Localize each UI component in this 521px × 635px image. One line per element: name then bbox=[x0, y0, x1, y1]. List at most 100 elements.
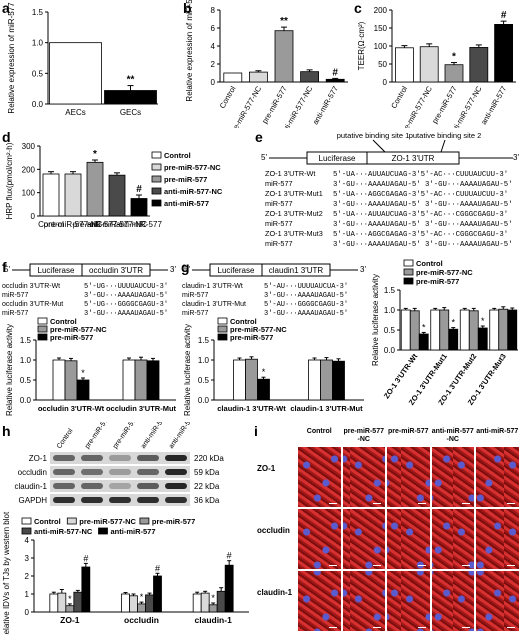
x-tick-label: anti-miR-577 bbox=[311, 85, 340, 127]
bar bbox=[444, 64, 464, 83]
utr-box bbox=[261, 263, 331, 277]
y-tick-label: 0.5 bbox=[20, 376, 32, 385]
microscopy-col-label: pre-miR-577 -NC bbox=[343, 428, 384, 443]
microscopy-row-label: claudin-1 bbox=[257, 588, 293, 597]
significance-mark: * bbox=[81, 368, 85, 378]
legend-label: pre-miR-577-NC bbox=[79, 517, 136, 526]
y-tick-label: 0.5 bbox=[384, 326, 396, 335]
significance-mark: # bbox=[332, 67, 338, 78]
y-tick-label: 1.5 bbox=[32, 8, 44, 17]
legend-swatch bbox=[403, 277, 414, 285]
x-tick-label: GECs bbox=[120, 108, 141, 117]
bar bbox=[42, 173, 60, 217]
panel-letter-a: a bbox=[2, 0, 10, 16]
y-tick-label: 50 bbox=[378, 60, 387, 69]
blot-kda-label: 59 kDa bbox=[194, 468, 220, 477]
bar bbox=[129, 595, 138, 613]
seq-row-sequence: 3'-GU···AAAAUAGAU-5' bbox=[264, 292, 348, 300]
legend-label: anti-miR-577-NC bbox=[164, 187, 223, 196]
prime-5: 5' bbox=[184, 265, 190, 274]
legend-label: pre-miR-577 bbox=[230, 333, 273, 342]
seq-row-name: miR-577 bbox=[265, 179, 293, 188]
seq-row-name: miR-577 bbox=[182, 310, 209, 317]
bar bbox=[146, 360, 160, 401]
significance-mark: * bbox=[211, 593, 215, 603]
site2-pointer bbox=[440, 139, 446, 153]
x-tick-label: Control bbox=[38, 220, 64, 229]
prime-5: 5' bbox=[4, 265, 10, 274]
blot-band bbox=[81, 497, 103, 503]
blot-band bbox=[81, 483, 103, 489]
y-tick-label: 6 bbox=[211, 24, 216, 33]
utr-label: ZO-1 3'UTR bbox=[392, 154, 435, 163]
blot-row-label: claudin-1 bbox=[15, 482, 48, 491]
microscopy-image bbox=[386, 508, 431, 570]
scale-bar bbox=[462, 627, 470, 628]
legend-label: pre-miR-577 bbox=[164, 175, 207, 184]
legend-label: anti-miR-577 bbox=[111, 527, 156, 536]
y-axis-label: Relative IDVs of TJs by western blot bbox=[2, 511, 11, 635]
bar bbox=[257, 378, 270, 401]
blot-band bbox=[53, 455, 75, 461]
seq-row-sequence: 5'-AU···GGGGCGAGU-3' bbox=[264, 301, 348, 309]
chart-a: 0.0 0.5 1.0 1.5 Relative expression of miR-5… bbox=[7, 2, 158, 117]
blot-band bbox=[165, 497, 187, 503]
scale-bar bbox=[328, 627, 337, 628]
bar bbox=[507, 309, 518, 351]
legend-swatch bbox=[151, 175, 162, 183]
blot-kda-label: 36 kDa bbox=[194, 496, 220, 505]
blot-band bbox=[109, 455, 131, 461]
legend-swatch bbox=[151, 163, 162, 171]
microscopy-image bbox=[341, 446, 386, 508]
significance-mark: ** bbox=[280, 16, 288, 27]
bar bbox=[468, 310, 479, 351]
legend-swatch bbox=[151, 199, 162, 207]
bar bbox=[130, 198, 148, 217]
bar bbox=[459, 309, 470, 351]
scale-bar bbox=[417, 503, 426, 504]
seq-row-name: occludin 3'UTR-Wt bbox=[2, 283, 60, 290]
y-axis-label: Relative expression of miR-577 bbox=[7, 2, 16, 114]
significance-mark: ** bbox=[127, 75, 135, 86]
significance-mark: * bbox=[68, 594, 72, 604]
blot-band bbox=[53, 497, 75, 503]
y-tick-label: 3 bbox=[25, 554, 30, 563]
legend-swatch bbox=[21, 517, 32, 525]
seq-row-name: ZO-1 3'UTR-Wt bbox=[265, 169, 315, 178]
site1-pointer bbox=[372, 139, 386, 153]
microscopy-image bbox=[297, 508, 342, 570]
microscopy-image bbox=[475, 570, 520, 632]
y-tick-label: 200 bbox=[374, 6, 388, 15]
scale-bar bbox=[373, 627, 381, 628]
panel-e-schematic: 5' 3' Luciferase ZO-1 3'UTR putative binding… bbox=[261, 131, 519, 249]
microscopy-row-label: occludin bbox=[257, 526, 290, 535]
x-tick-label: claudin-1 3'UTR-Wt bbox=[217, 404, 286, 413]
prime-3: 3' bbox=[360, 265, 366, 274]
legend-label: pre-miR-577-NC bbox=[164, 163, 221, 172]
x-tick-label: claudin-1 3'UTR-Mut bbox=[290, 404, 363, 413]
scale-bar bbox=[462, 565, 470, 566]
y-tick-label: 0.5 bbox=[32, 69, 44, 78]
bar bbox=[332, 360, 345, 401]
bar bbox=[64, 360, 78, 401]
luciferase-label: Luciferase bbox=[218, 266, 255, 275]
x-tick-label: Control bbox=[389, 84, 409, 110]
legend-label: Control bbox=[34, 517, 61, 526]
luciferase-label: Luciferase bbox=[319, 154, 356, 163]
panel-i-microscopy: Control pre-miR-577 -NC pre-miR-577 anti-mi… bbox=[255, 422, 521, 635]
y-tick-label: 0 bbox=[211, 78, 216, 87]
bar bbox=[308, 359, 321, 401]
bar bbox=[76, 379, 90, 401]
microscopy-image bbox=[297, 570, 342, 632]
y-axis-label: Relative luciferase activity bbox=[371, 274, 380, 366]
x-tick-label: pre-miR-577-NC bbox=[44, 220, 103, 229]
bar bbox=[320, 359, 333, 401]
site1-label: putative binding site 1 bbox=[337, 131, 410, 140]
y-tick-label: 0.0 bbox=[384, 346, 396, 355]
y-tick-label: 0.0 bbox=[20, 396, 32, 405]
bar bbox=[395, 47, 414, 83]
blot-band bbox=[165, 483, 187, 489]
panel-letter-d: d bbox=[2, 129, 11, 145]
legend-swatch bbox=[403, 259, 414, 267]
